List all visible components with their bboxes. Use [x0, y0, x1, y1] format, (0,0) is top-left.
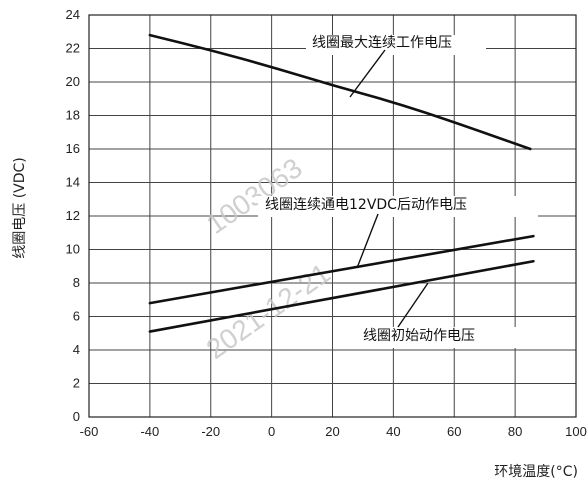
watermark-text: 1003063: [201, 152, 308, 240]
y-tick-label: 2: [73, 376, 80, 391]
y-tick-label: 8: [73, 275, 80, 290]
y-tick-label: 0: [73, 409, 80, 424]
x-tick-label: -20: [201, 424, 220, 439]
leader-line: [356, 213, 379, 269]
x-tick-label: 40: [386, 424, 400, 439]
grid: [88, 14, 577, 418]
x-tick-label: 80: [508, 424, 522, 439]
y-tick-label: 22: [66, 41, 80, 56]
plot-frame: [88, 14, 577, 418]
x-tick-label: 0: [268, 424, 275, 439]
y-tick-label: 24: [66, 7, 80, 22]
x-axis-label: 环境温度(°C): [494, 464, 578, 480]
y-tick-label: 6: [73, 309, 80, 324]
series-label: 线圈最大连续工作电压: [312, 34, 452, 51]
x-tick-label: 60: [447, 424, 461, 439]
series-line: [148, 234, 535, 305]
y-tick-label: 20: [66, 74, 80, 89]
x-tick-label: 100: [565, 424, 587, 439]
series-label: 线圈连续通电12VDC后动作电压: [265, 196, 467, 213]
x-tick-label: 20: [325, 424, 339, 439]
y-tick-label: 14: [66, 175, 80, 190]
x-axis: -60 -40 -20 0 20 40 60 80 100: [80, 424, 587, 439]
y-tick-label: 4: [73, 342, 80, 357]
x-tick-label: -60: [80, 424, 99, 439]
series-label: 线圈初始动作电压: [363, 327, 475, 344]
x-tick-label: -40: [140, 424, 159, 439]
y-tick-label: 16: [66, 141, 80, 156]
series-line: [148, 259, 535, 333]
series-lines: [148, 33, 535, 333]
series-label-bg: [358, 327, 516, 348]
y-tick-label: 18: [66, 108, 80, 123]
series-label-bg: [306, 35, 486, 55]
y-axis-label: 线圈电压 (VDC): [12, 157, 28, 259]
y-tick-label: 12: [66, 208, 80, 223]
y-tick-label: 10: [66, 242, 80, 257]
series-label-bg: [258, 196, 538, 217]
series-line: [148, 33, 532, 151]
leader-line: [397, 282, 429, 328]
leader-line: [349, 49, 386, 98]
